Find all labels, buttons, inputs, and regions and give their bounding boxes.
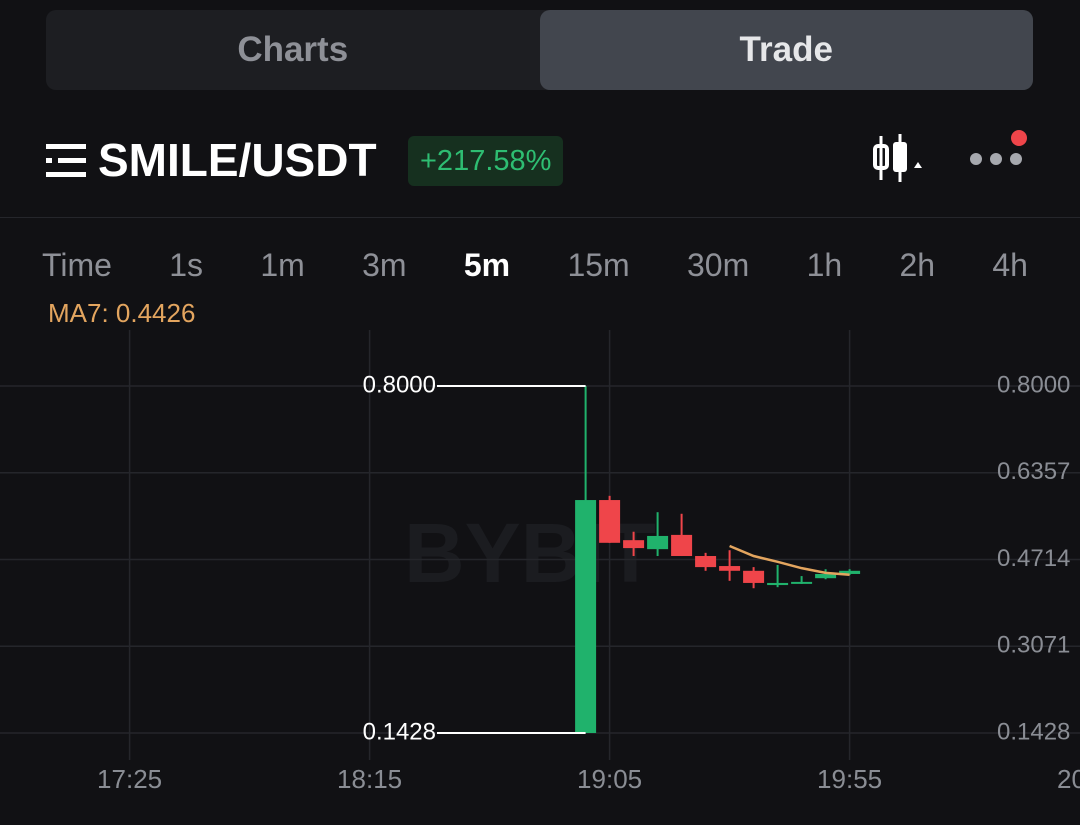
interval[interactable]: 4h [992, 247, 1028, 283]
candle-body [767, 582, 789, 586]
interval[interactable]: Time [42, 247, 112, 283]
annotation-label: 0.1428 [363, 718, 436, 745]
more-icon[interactable] [968, 128, 1030, 170]
symbol[interactable]: SMILE/USDT [98, 134, 377, 186]
candle-body [647, 535, 669, 550]
candle-body [575, 500, 597, 734]
candle [647, 512, 669, 557]
candle-body [623, 540, 645, 549]
y-tick-label: 0.1428 [997, 718, 1070, 745]
candle-body [791, 581, 813, 584]
x-tick-label: 19:05 [577, 764, 642, 794]
interval[interactable]: 2h [899, 247, 936, 283]
ma-label: MA7: 0.4426 [48, 298, 196, 328]
interval[interactable]: 1s [169, 247, 204, 283]
y-tick-label: 0.3071 [997, 632, 1070, 659]
candle-body [671, 534, 693, 557]
ma-line [729, 544, 850, 576]
candle [791, 576, 813, 584]
candle [743, 567, 765, 589]
candle-body [743, 570, 765, 583]
x-tick-label: 17:25 [97, 764, 162, 794]
tab[interactable]: Trade [539, 10, 1033, 90]
candle-body [815, 573, 837, 579]
y-tick-label: 0.6357 [997, 458, 1070, 485]
x-tick-label: 18:15 [337, 764, 402, 794]
candle-body [599, 500, 621, 543]
interval-bar: Time 1s 1m 3m 5m 15m 30m 1h 2h 4h [42, 247, 1028, 284]
interval[interactable]: 15m [567, 247, 630, 283]
candle-body [839, 570, 861, 574]
menu-icon[interactable] [46, 144, 88, 178]
candle-body [719, 566, 741, 571]
annotation-label: 0.8000 [363, 371, 436, 398]
candle [695, 552, 717, 571]
candle [767, 564, 789, 588]
candle [671, 513, 693, 557]
candle [575, 386, 597, 734]
y-tick-label: 0.4714 [997, 545, 1070, 572]
interval[interactable]: 5m [463, 247, 511, 283]
interval[interactable]: 30m [687, 247, 750, 283]
x-tick-label: 19:55 [817, 764, 882, 794]
x-tick-label: 20:45 [1057, 764, 1080, 794]
tab[interactable]: Charts [237, 30, 349, 69]
change-badge: +217.58% [408, 136, 564, 186]
y-tick-label: 0.8000 [997, 371, 1070, 398]
interval[interactable]: 1h [806, 247, 843, 283]
candle [719, 550, 741, 581]
candle [623, 531, 645, 557]
tab-bar: Charts Trade [46, 10, 1033, 90]
interval[interactable]: 1m [260, 247, 305, 283]
candle [815, 569, 837, 580]
divider [0, 217, 1080, 218]
candle-body [695, 556, 717, 568]
interval[interactable]: 3m [362, 247, 407, 283]
chart-type-icon[interactable] [872, 132, 928, 184]
candle [599, 495, 621, 543]
